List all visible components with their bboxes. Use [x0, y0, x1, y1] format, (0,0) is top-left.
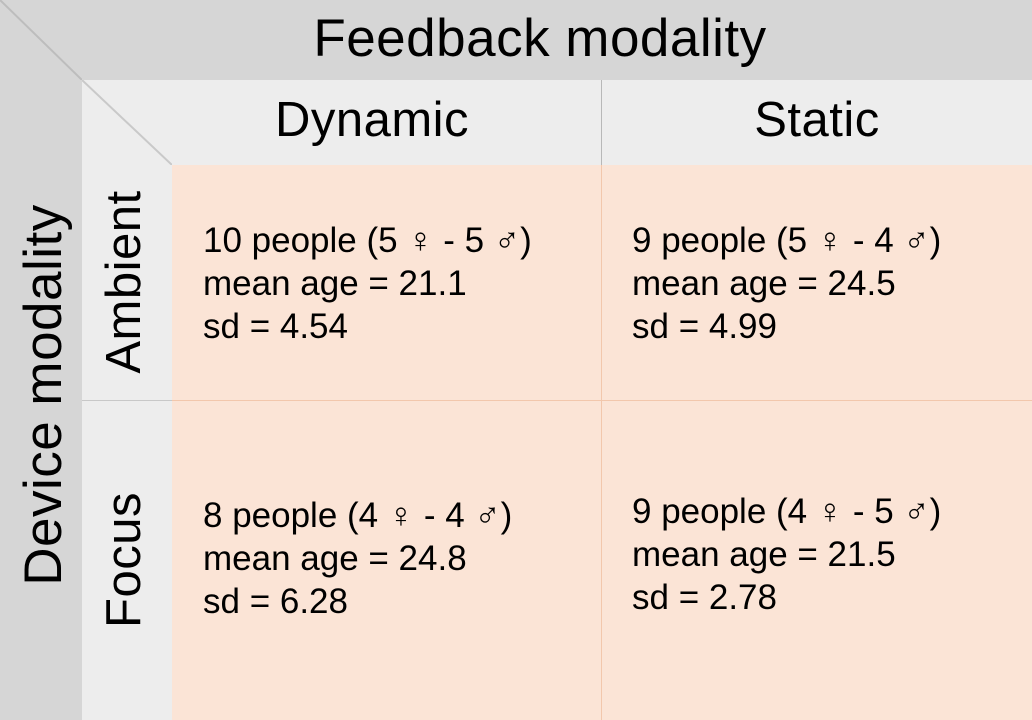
cell-horizontal-divider: [172, 400, 1032, 401]
cell-grid: [172, 165, 1032, 720]
standard-deviation: sd = 4.99: [632, 307, 777, 346]
standard-deviation: sd = 2.78: [632, 578, 777, 617]
cell-focus-dynamic: 8 people (4 ♀ - 4 ♂) mean age = 24.8 sd …: [172, 401, 601, 720]
cell-text: 9 people (5 ♀ - 4 ♂) mean age = 24.5 sd …: [632, 219, 941, 348]
mean-age: mean age = 21.1: [203, 264, 467, 303]
cell-text: 9 people (4 ♀ - 5 ♂) mean age = 21.5 sd …: [632, 490, 941, 619]
column-header-dynamic: Dynamic: [274, 93, 470, 147]
device-modality-title: Device modality: [14, 204, 73, 586]
inner-corner-diagonal: [82, 80, 172, 165]
column-header-band: [82, 80, 1032, 165]
column-header-static: Static: [754, 93, 880, 147]
people-count: 9 people (4 ♀ - 5 ♂): [632, 492, 942, 531]
cell-text: 10 people (5 ♀ - 5 ♂) mean age = 21.1 sd…: [203, 219, 532, 348]
mean-age: mean age = 24.8: [203, 539, 467, 578]
standard-deviation: sd = 6.28: [203, 582, 348, 621]
standard-deviation: sd = 4.54: [203, 307, 348, 346]
people-count: 10 people (5 ♀ - 5 ♂): [203, 221, 532, 260]
outer-header-band: [0, 0, 1032, 80]
mean-age: mean age = 21.5: [632, 535, 896, 574]
column-header-divider: [601, 80, 602, 165]
mean-age: mean age = 24.5: [632, 264, 896, 303]
corner-diagonal: [0, 0, 82, 80]
people-count: 9 people (5 ♀ - 4 ♂): [632, 221, 942, 260]
cell-text: 8 people (4 ♀ - 4 ♂) mean age = 24.8 sd …: [203, 494, 512, 623]
row-header-focus: Focus: [97, 492, 151, 628]
row-header-band: [82, 165, 172, 720]
cell-focus-static: 9 people (4 ♀ - 5 ♂) mean age = 21.5 sd …: [602, 401, 1032, 720]
row-header-ambient: Ambient: [97, 190, 151, 374]
cell-ambient-static: 9 people (5 ♀ - 4 ♂) mean age = 24.5 sd …: [602, 165, 1032, 400]
people-count: 8 people (4 ♀ - 4 ♂): [203, 496, 513, 535]
row-header-divider: [82, 400, 172, 401]
feedback-modality-title: Feedback modality: [313, 9, 767, 68]
outer-side-band: [0, 80, 82, 720]
cell-ambient-dynamic: 10 people (5 ♀ - 5 ♂) mean age = 21.1 sd…: [172, 165, 601, 400]
cell-vertical-divider: [601, 165, 602, 720]
